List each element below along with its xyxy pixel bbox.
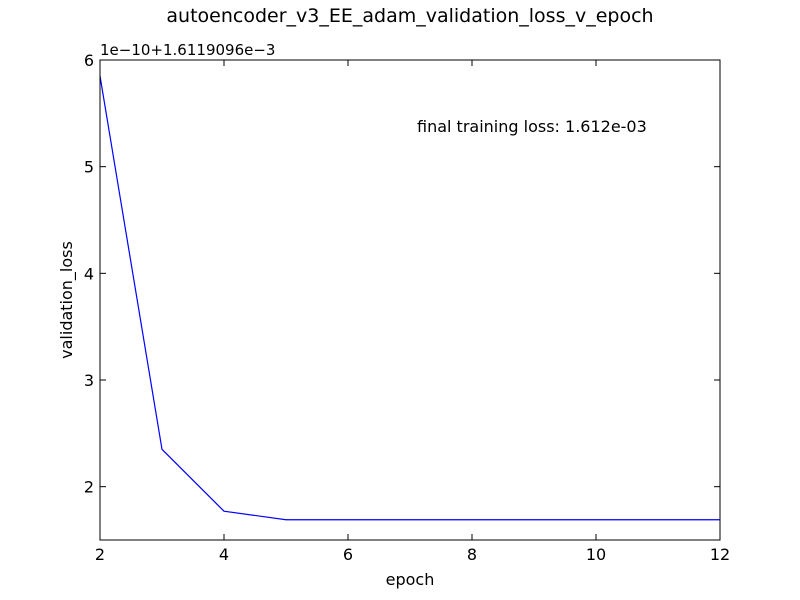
- plot-area-frame: [99, 59, 721, 541]
- y-tick-label: 6: [84, 51, 94, 70]
- y-tick-label: 3: [84, 371, 94, 390]
- x-tick-label: 4: [219, 545, 229, 564]
- x-tick-label: 2: [95, 545, 105, 564]
- final-loss-annotation: final training loss: 1.612e-03: [417, 117, 647, 136]
- y-tick-label: 5: [84, 158, 94, 177]
- x-axis-label: epoch: [386, 570, 435, 589]
- y-axis-offset-label: 1e−10+1.6119096e−3: [100, 41, 275, 59]
- series-line: [99, 75, 720, 521]
- x-tick-label: 6: [343, 545, 353, 564]
- chart-title: autoencoder_v3_EE_adam_validation_loss_v…: [166, 5, 653, 27]
- x-tick-label: 8: [467, 545, 477, 564]
- x-tick-label: 12: [710, 545, 730, 564]
- axis-ticks: 2 4 6 8 10 12 2 3 4 5 6: [84, 51, 730, 564]
- series-layer: [99, 75, 720, 521]
- y-tick-label: 4: [84, 264, 94, 283]
- y-tick-label: 2: [84, 478, 94, 497]
- x-tick-label: 10: [586, 545, 606, 564]
- y-axis-label: validation_loss: [57, 241, 77, 359]
